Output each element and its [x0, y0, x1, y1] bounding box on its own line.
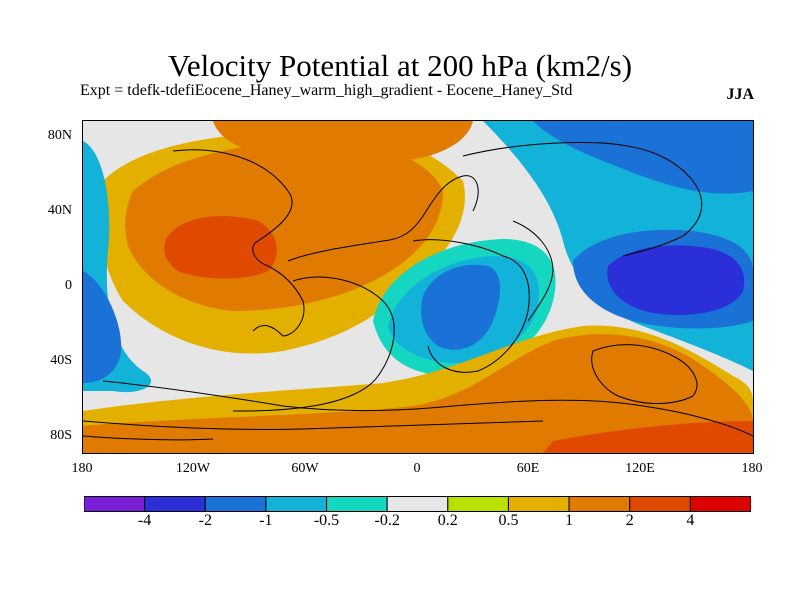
contour-map: [83, 121, 753, 453]
colorbar-box: [144, 496, 206, 512]
lat-tick-40s: 40S: [50, 353, 72, 368]
colorbar-box: [568, 496, 631, 512]
lat-tick-0: 0: [65, 278, 72, 293]
colorbar-label: -2: [198, 512, 212, 529]
colorbar-label: 0.2: [437, 512, 458, 529]
colorbar-box: [689, 496, 751, 512]
negative-anomaly-asia-mid: [533, 121, 753, 194]
colorbar-box: [84, 496, 146, 512]
colorbar-box: [629, 496, 691, 512]
colorbar-box: [507, 496, 570, 512]
colorbar-box: [386, 496, 449, 512]
colorbar-box: [326, 496, 388, 512]
lon-tick-120w: 120W: [175, 461, 211, 476]
figure-title: Velocity Potential at 200 hPa (km2/s): [167, 48, 633, 83]
colorbar-label: 1: [565, 512, 574, 529]
positive-anomaly-arctic: [213, 121, 473, 162]
colorbar-label: -4: [137, 512, 152, 529]
colorbar-box: [265, 496, 328, 512]
lon-tick-0: 0: [413, 461, 421, 476]
lon-tick-60e: 60E: [516, 461, 540, 476]
map-panel: [82, 120, 754, 454]
lon-tick-180w: 180: [71, 461, 93, 476]
colorbar-label: -1: [259, 512, 273, 529]
lat-tick-40n: 40N: [47, 203, 72, 218]
experiment-subtitle: Expt = tdefk-tdefiEocene_Haney_warm_high…: [80, 82, 573, 99]
lon-tick-60w: 60W: [291, 461, 319, 476]
negative-anomaly-asia-peak: [607, 245, 745, 315]
colorbar-box: [447, 496, 509, 512]
colorbar-label: 0.5: [498, 512, 519, 529]
lon-tick-120e: 120E: [625, 461, 655, 476]
colorbar: [84, 496, 751, 512]
coastlines: [83, 142, 753, 441]
season-label: JJA: [726, 86, 754, 103]
colorbar-label: -0.2: [374, 512, 400, 529]
negative-anomaly-west-core: [83, 271, 122, 383]
negative-anomaly-africa-core: [421, 264, 500, 350]
colorbar-label: 2: [625, 512, 634, 529]
lon-tick-180e: 180: [741, 461, 763, 476]
colorbar-box: [204, 496, 267, 512]
lat-tick-80s: 80S: [50, 428, 72, 443]
colorbar-label: 4: [686, 512, 695, 529]
positive-anomaly-pacific-peak: [164, 216, 277, 279]
colorbar-label: -0.5: [313, 512, 340, 529]
positive-anomaly-south-peak: [543, 421, 753, 453]
positive-anomaly-south-core: [83, 334, 753, 453]
lat-tick-80n: 80N: [47, 128, 72, 143]
